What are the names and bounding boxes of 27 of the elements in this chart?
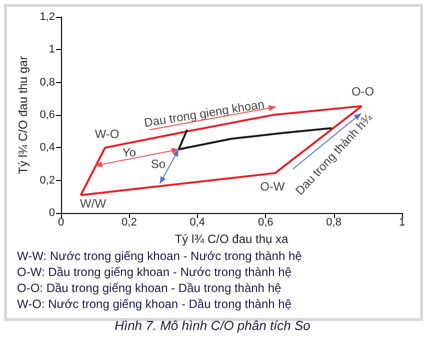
y-tick-label: 0,8	[40, 76, 55, 88]
x-tick-label: 0,8	[326, 216, 342, 229]
y-tick-label: 0	[48, 207, 55, 220]
annotation: W/W	[80, 196, 107, 210]
annotation: So	[150, 157, 166, 172]
x-tick-label: 0	[58, 216, 64, 229]
text: Hình 7. Mô hình C/O phân tích So	[114, 318, 312, 333]
annotation: Dau trong gieng khoan	[143, 97, 266, 130]
text: W-W: Nước trong giếng khoan - Nước trong thành hệ	[17, 248, 302, 264]
x-tick-label: 1	[398, 216, 406, 229]
x-tick-label: 0,4	[190, 216, 206, 229]
annotation: O-W	[260, 179, 286, 194]
annotation: O-O	[351, 84, 374, 98]
text: O-O: Dầu trong giếng khoan - Dầu trong thành hệ	[17, 280, 282, 296]
x-tick-label: 0,2	[122, 216, 137, 229]
x-tick-label: 0,6	[258, 216, 274, 229]
text: W-O: Nước trong giếng khoan - Dầu trong thành hệ	[17, 296, 292, 312]
annotation: W-O	[94, 126, 120, 141]
x-axis-title: Tý l¾ C/O đau thụ xa	[174, 232, 289, 246]
y-tick-label: 0,4	[40, 142, 55, 154]
y-tick-label: 1	[48, 44, 55, 56]
y-tick-label: 1,2	[40, 11, 55, 23]
y-tick-label: 0,6	[40, 109, 55, 122]
y-axis-title: Tý l¾ C/O đau thu gar	[16, 56, 30, 174]
text: O-W: Dầu trong giếng khoan - Nước trong thành hệ	[17, 264, 292, 280]
y-tick-label: 0,2	[40, 174, 55, 186]
annotation: Yo	[122, 146, 136, 160]
